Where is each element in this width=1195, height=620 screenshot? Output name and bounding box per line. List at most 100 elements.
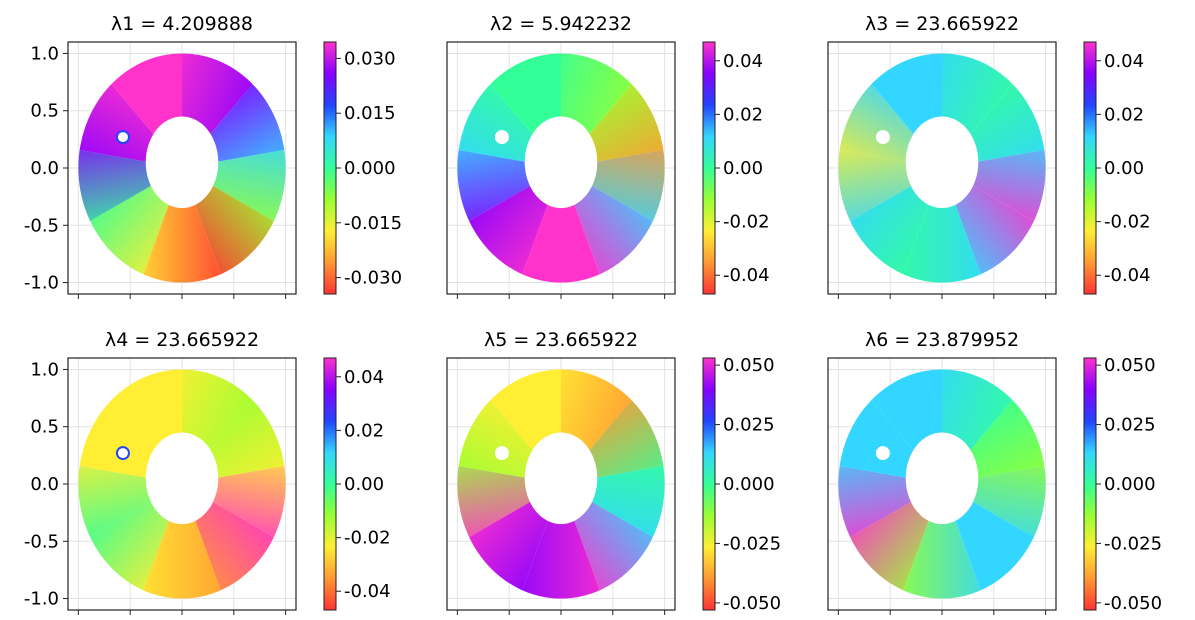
- field-region: [838, 369, 1046, 599]
- colorbar-tick-label: -0.025: [723, 533, 781, 554]
- y-tick-label: -1.0: [24, 589, 59, 610]
- panel-3: λ3 = 23.665922 0.04 0.02 0.00 -0.02 -0.04: [827, 13, 1151, 299]
- colorbar-tick-label: -0.04: [344, 581, 391, 602]
- colorbar-tick-label: -0.030: [344, 268, 402, 289]
- field-sector: [942, 53, 1046, 168]
- field-sector: [885, 168, 999, 283]
- field-sector: [885, 484, 999, 599]
- field-sector: [942, 484, 1046, 599]
- colorbar-tick-label: 0.00: [723, 158, 763, 179]
- colorbar: [1083, 357, 1097, 611]
- colorbar-tick-label: -0.050: [723, 593, 781, 614]
- field-sector: [457, 168, 561, 283]
- field-sector: [78, 53, 182, 168]
- field-sector: [457, 53, 561, 168]
- field-sector: [838, 455, 942, 567]
- colorbar-tick-label: 0.050: [1104, 355, 1156, 376]
- small-hole: [877, 132, 888, 143]
- colorbar-tick-label: 0.00: [344, 474, 384, 495]
- field-sector: [942, 455, 1046, 567]
- panel-6: λ6 = 23.879952 0.050 0.025 0.000 -0.025 -0.05…: [827, 329, 1162, 615]
- colorbar-tick-label: -0.015: [344, 213, 402, 234]
- panel-1: λ1 = 4.209888 1.0 0.5 0.0 -0.5 -1.0 0.030 0.015…: [24, 13, 402, 299]
- colorbar-tick-label: 0.000: [723, 474, 775, 495]
- colorbar-tick-label: -0.04: [1104, 265, 1151, 286]
- inner-hole: [145, 116, 219, 209]
- field-region: [78, 53, 286, 283]
- colorbar-tick-label: 0.02: [723, 104, 763, 125]
- field-sector: [457, 139, 561, 251]
- field-sector: [182, 53, 286, 168]
- colorbar-tick-label: -0.02: [723, 212, 770, 233]
- inner-hole: [905, 432, 979, 525]
- y-tick-label: 0.0: [30, 474, 59, 495]
- field-sector: [182, 484, 286, 599]
- field-sector: [78, 484, 182, 599]
- field-region: [457, 53, 665, 283]
- colorbar-tick-label: -0.04: [723, 265, 770, 286]
- small-hole: [117, 132, 128, 143]
- field-sector: [457, 369, 561, 484]
- colorbar: [1083, 41, 1097, 295]
- field-sector: [942, 369, 1046, 484]
- colorbar-tick-label: 0.050: [723, 355, 775, 376]
- colorbar-tick-label: 0.00: [1104, 158, 1144, 179]
- field-sector: [838, 168, 942, 283]
- colorbar-tick-label: 0.04: [344, 367, 384, 388]
- field-sector: [504, 484, 618, 599]
- field-sector: [457, 455, 561, 567]
- panel-5: λ5 = 23.665922 0.050 0.025 0.000 -0.025 -0.05…: [446, 329, 781, 615]
- field-sector: [78, 139, 182, 251]
- small-hole: [496, 132, 507, 143]
- colorbar-tick-label: 0.025: [1104, 415, 1156, 436]
- field-sector: [838, 53, 942, 168]
- colorbar-tick-label: -0.02: [344, 528, 391, 549]
- field-sector: [125, 484, 239, 599]
- inner-hole: [905, 116, 979, 209]
- colorbar-tick-label: 0.04: [723, 51, 763, 72]
- small-hole: [877, 448, 888, 459]
- field-sector: [838, 484, 942, 599]
- field-sector: [561, 53, 665, 168]
- y-tick-label: -0.5: [24, 215, 59, 236]
- y-tick-label: 0.0: [30, 158, 59, 179]
- panel-title: λ6 = 23.879952: [865, 329, 1019, 351]
- colorbar-tick-label: -0.02: [1104, 212, 1151, 233]
- field-sector: [78, 168, 182, 283]
- field-sector: [838, 369, 942, 484]
- field-sector: [561, 168, 665, 283]
- panel-title: λ3 = 23.665922: [865, 13, 1019, 35]
- field-region: [838, 53, 1046, 283]
- colorbar-tick-label: 0.000: [344, 158, 396, 179]
- field-sector: [125, 168, 239, 283]
- field-sector: [561, 53, 665, 168]
- field-sector: [182, 455, 286, 567]
- inner-hole: [145, 432, 219, 525]
- y-tick-label: -0.5: [24, 531, 59, 552]
- field-sector: [182, 369, 286, 484]
- inner-hole: [524, 432, 598, 525]
- colorbar: [323, 357, 337, 611]
- colorbar-tick-label: 0.025: [723, 415, 775, 436]
- field-sector: [182, 168, 286, 283]
- field-sector: [78, 53, 182, 168]
- field-sector: [457, 369, 561, 484]
- colorbar-tick-label: 0.02: [1104, 104, 1144, 125]
- field-sector: [561, 139, 665, 251]
- field-sector: [504, 168, 618, 283]
- colorbar-tick-label: 0.04: [1104, 51, 1144, 72]
- panel-title: λ1 = 4.209888: [111, 13, 253, 35]
- colorbar-tick-label: 0.000: [1104, 474, 1156, 495]
- field-sector: [457, 53, 561, 168]
- field-sector: [78, 455, 182, 567]
- field-sector: [942, 168, 1046, 283]
- colorbar-tick-label: 0.015: [344, 103, 396, 124]
- colorbar: [702, 41, 716, 295]
- y-tick-label: 0.5: [30, 417, 59, 438]
- field-sector: [838, 369, 942, 484]
- field-sector: [561, 369, 665, 484]
- y-tick-label: 1.0: [30, 359, 59, 380]
- panel-title: λ4 = 23.665922: [105, 329, 259, 351]
- field-sector: [78, 369, 182, 484]
